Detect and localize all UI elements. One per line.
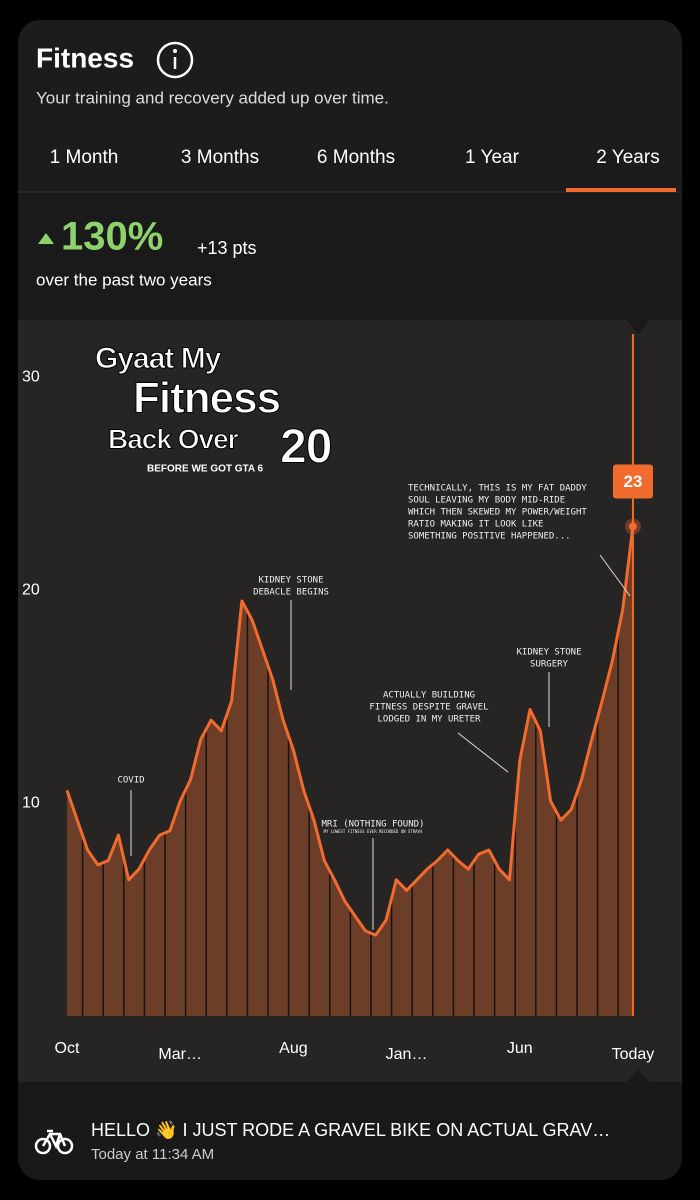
annotation-note: MY LOWEST FITNESS EVER RECORDED ON STRAV… [324, 829, 423, 834]
tab-underline [566, 188, 676, 192]
annotation: SOUL LEAVING MY BODY MID-RIDE [408, 496, 565, 506]
annotation: TECHNICALLY, THIS IS MY FAT DADDY [408, 484, 587, 494]
tab-active[interactable]: 2 Years [596, 147, 659, 168]
tab[interactable]: 6 Months [317, 147, 395, 168]
annotation: WHICH THEN SKEWED MY POWER/WEIGHT [408, 508, 587, 518]
footer-bg [18, 1082, 682, 1180]
x-tick-label: Today [612, 1046, 655, 1063]
x-tick-label: Jun [507, 1040, 533, 1057]
up-arrow [38, 233, 54, 244]
change-value: 130% [61, 215, 163, 259]
value-badge [612, 464, 653, 499]
x-tick-label: Mar… [158, 1046, 202, 1063]
bike-icon [34, 1129, 74, 1155]
today-dot [628, 522, 637, 531]
annotation: COVID [117, 776, 144, 786]
annotation-pointer [457, 732, 509, 773]
page-title: Fitness [36, 42, 134, 73]
change-period: over the past two years [36, 270, 212, 289]
activity-title[interactable]: HELLO 👋 I JUST RODE A GRAVEL BIKE ON ACT… [91, 1120, 610, 1141]
tab[interactable]: 1 Month [50, 147, 119, 168]
annotation: SOMETHING POSITIVE HAPPENED... [408, 532, 571, 542]
overlay-subtitle: BEFORE WE GOT GTA 6 [147, 464, 264, 475]
annotation: RATIO MAKING IT LOOK LIKE [408, 520, 543, 530]
tab[interactable]: 3 Months [181, 147, 259, 168]
annotation: SURGERY [530, 660, 569, 670]
summary-bg [18, 193, 682, 320]
x-tick-label: Oct [55, 1040, 80, 1057]
annotation: KIDNEY STONE [516, 648, 581, 658]
activity-time: Today at 11:34 AM [91, 1146, 214, 1163]
annotation: KIDNEY STONE [258, 576, 323, 586]
annotation-pointer [599, 554, 631, 597]
overlay-title: Gyaat My [95, 342, 222, 375]
overlay-title: 20 [280, 421, 331, 474]
page-subtitle: Your training and recovery added up over… [36, 88, 389, 107]
y-tick-label: 10 [22, 794, 40, 811]
annotation: DEBACLE BEGINS [253, 588, 329, 598]
annotation: ACTUALLY BUILDING [383, 691, 475, 701]
y-tick-label: 20 [22, 582, 40, 599]
area [67, 526, 633, 1016]
notch-bottom [626, 1070, 650, 1082]
x-tick-label: Jan… [386, 1046, 428, 1063]
notch-top [626, 320, 650, 334]
annotation: FITNESS DESPITE GRAVEL [369, 703, 488, 713]
annotation: MRI (NOTHING FOUND) [322, 820, 425, 830]
annotation: LODGED IN MY URETER [378, 715, 482, 725]
tab[interactable]: 1 Year [465, 147, 520, 168]
line [65, 526, 635, 937]
change-points: +13 pts [197, 238, 257, 258]
info-icon[interactable] [156, 41, 194, 79]
overlay-title: Fitness [133, 374, 280, 423]
overlay-title: Back Over [108, 423, 239, 454]
value-label: 23 [623, 472, 642, 491]
y-tick-label: 30 [22, 369, 40, 386]
x-tick-label: Aug [279, 1040, 307, 1057]
